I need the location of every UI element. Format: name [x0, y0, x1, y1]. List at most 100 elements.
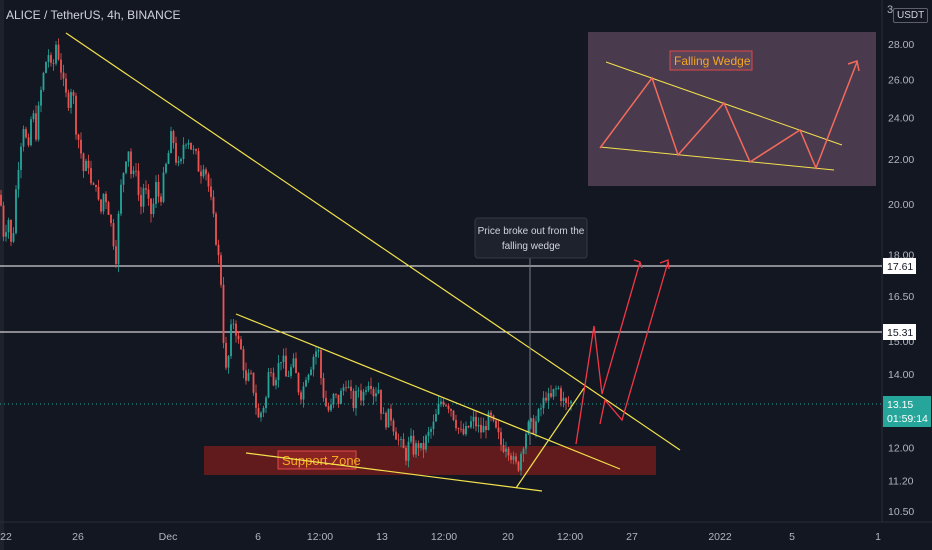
- candle-body: [367, 385, 370, 391]
- candle-body: [497, 427, 500, 433]
- candle-body: [45, 62, 47, 73]
- candle-body: [152, 203, 155, 215]
- candle-body: [77, 134, 80, 140]
- inset-lower-line: [599, 146, 835, 171]
- falling-wedge-inset[interactable]: Falling Wedge: [588, 32, 876, 186]
- candle-body: [185, 144, 187, 146]
- candle-body: [245, 370, 247, 381]
- candle-body: [50, 55, 52, 63]
- price-tick-label: 14.00: [888, 369, 914, 381]
- wedge-lower-trendline[interactable]: [245, 452, 543, 492]
- candle-body: [157, 182, 160, 197]
- currency-button[interactable]: USDT: [893, 8, 929, 23]
- projection-arrow-2-head: [659, 259, 670, 270]
- candle-body: [442, 401, 445, 405]
- time-axis[interactable]: 22 26 Dec 6 12:00 13 12:00 20 12:00 27 2022 5 1: [0, 531, 881, 543]
- candle-body: [325, 397, 327, 407]
- annotation-callout[interactable]: [474, 217, 588, 259]
- candle-body: [42, 73, 45, 90]
- candle-body: [217, 244, 220, 256]
- candle-body: [297, 373, 300, 393]
- candle-body: [112, 223, 115, 247]
- candle-body: [437, 403, 440, 415]
- candle-body: [562, 398, 565, 401]
- candle-body: [10, 220, 12, 242]
- candle-body: [550, 393, 552, 397]
- candle-body: [447, 405, 450, 409]
- candle-body: [235, 323, 237, 336]
- candle-body: [415, 443, 417, 455]
- major-resistance-trendline[interactable]: [65, 32, 681, 451]
- support-zone-label: Support Zone: [282, 453, 361, 468]
- candle-body: [92, 183, 95, 185]
- candle-body: [95, 184, 97, 187]
- candle-body: [130, 151, 132, 174]
- projection-arrow-2[interactable]: [599, 261, 669, 425]
- candle-body: [22, 129, 25, 147]
- candle-body: [80, 139, 82, 154]
- candle-body: [485, 426, 487, 430]
- current-price-value: 13.15: [887, 399, 913, 411]
- candle-body: [272, 372, 275, 386]
- candle-body: [402, 439, 405, 449]
- candle-body: [315, 351, 317, 357]
- candle-body: [205, 169, 207, 175]
- candle-body: [300, 392, 302, 400]
- candle-body: [190, 142, 192, 150]
- candle-body: [495, 420, 497, 428]
- candle-body: [107, 202, 110, 215]
- price-tick-label: 20.00: [888, 199, 914, 211]
- candle-body: [420, 443, 422, 448]
- time-tick-label: 12:00: [557, 531, 583, 543]
- candle-body: [450, 409, 452, 411]
- candle-body: [150, 198, 152, 214]
- candle-body: [342, 387, 345, 391]
- breakout-trendline[interactable]: [515, 387, 585, 489]
- price-tick-label: 12.00: [888, 442, 914, 454]
- inset-title-box: [669, 50, 753, 71]
- candle-body: [72, 92, 75, 96]
- inset-arrow-head: [847, 60, 860, 72]
- price-tick-label: 28.00: [888, 39, 914, 51]
- candle-body: [57, 44, 60, 60]
- time-tick-label: 22: [0, 531, 12, 543]
- price-axis[interactable]: 28.0026.0024.0022.0020.0018.0016.5015.00…: [888, 39, 914, 518]
- candle-body: [395, 431, 397, 440]
- candle-body: [552, 389, 555, 397]
- candle-body: [62, 72, 65, 79]
- time-tick-label: 12:00: [307, 531, 333, 543]
- candle-body: [567, 402, 570, 404]
- candle-body: [530, 418, 532, 422]
- candle-body: [570, 401, 572, 404]
- candle-body: [330, 404, 332, 411]
- candle-body: [270, 372, 272, 373]
- candle-body: [362, 391, 365, 401]
- candle-body: [122, 172, 125, 185]
- time-tick-label: 1: [875, 531, 881, 543]
- candle-body: [410, 435, 412, 442]
- candle-body: [242, 349, 245, 371]
- candle-body: [320, 350, 322, 378]
- candle-body: [252, 372, 255, 393]
- candle-body: [535, 421, 537, 434]
- candle-body: [545, 397, 547, 401]
- candle-body: [262, 407, 265, 413]
- price-tick-label: 10.50: [888, 506, 914, 518]
- candle-body: [105, 193, 107, 203]
- candle-body: [30, 119, 32, 146]
- candle-body: [292, 358, 295, 368]
- candle-body: [467, 426, 470, 428]
- candle-body: [432, 421, 435, 429]
- top-price-fragment: 3: [887, 4, 893, 16]
- candle-body: [47, 55, 50, 62]
- wedge-upper-trendline[interactable]: [235, 313, 621, 470]
- candle-body: [275, 379, 277, 386]
- candle-body: [312, 356, 315, 370]
- candle-body: [542, 397, 545, 409]
- candle-body: [20, 146, 22, 170]
- candle-body: [352, 390, 355, 409]
- candle-body: [60, 59, 62, 73]
- candle-body: [277, 363, 280, 380]
- projection-arrow-1[interactable]: [575, 261, 641, 445]
